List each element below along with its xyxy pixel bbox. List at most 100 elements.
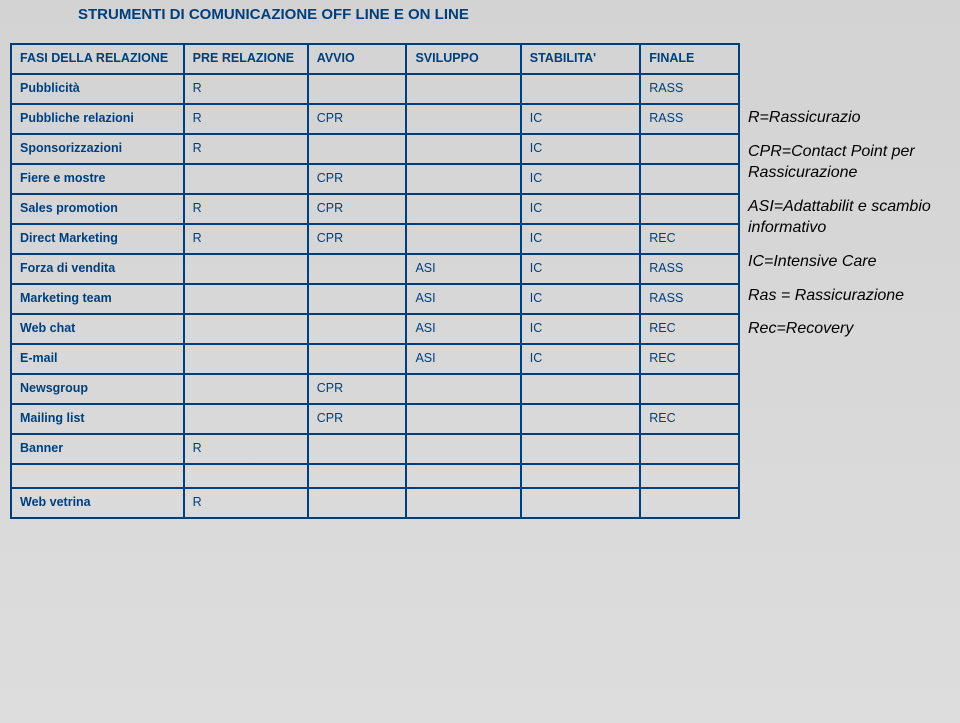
cell-stabilita: IC	[521, 314, 641, 344]
cell-sviluppo	[406, 104, 520, 134]
cell-avvio	[308, 284, 407, 314]
cell-sviluppo	[406, 434, 520, 464]
table-row: E-mail ASIICREC	[11, 344, 739, 374]
cell-finale: RASS	[640, 254, 739, 284]
cell-finale	[640, 488, 739, 518]
table-row: Direct MarketingRCPRICREC	[11, 224, 739, 254]
row-label: Banner	[11, 434, 184, 464]
table-body: PubblicitàRRASSPubbliche relazioniRCPRIC…	[11, 74, 739, 518]
cell-avvio	[308, 254, 407, 284]
row-label: Web vetrina	[11, 488, 184, 518]
cell-pre	[184, 404, 308, 434]
legend-rec: Rec=Recovery	[748, 318, 948, 340]
legend-ic: IC=Intensive Care	[748, 251, 948, 273]
cell-finale	[640, 374, 739, 404]
legend-ras: Ras = Rassicurazione	[748, 285, 948, 307]
table-row: Sales promotionRCPRIC	[11, 194, 739, 224]
cell-avvio	[308, 134, 407, 164]
page-title: STRUMENTI DI COMUNICAZIONE OFF LINE E ON…	[0, 0, 960, 31]
row-label: Sales promotion	[11, 194, 184, 224]
cell-finale	[640, 134, 739, 164]
table-row: Forza di venditaASIICRASS	[11, 254, 739, 284]
cell-pre	[184, 314, 308, 344]
cell-avvio	[308, 434, 407, 464]
table-row: SponsorizzazioniRIC	[11, 134, 739, 164]
table-row: Mailing list CPR REC	[11, 404, 739, 434]
cell-stabilita: IC	[521, 104, 641, 134]
cell-stabilita	[521, 434, 641, 464]
cell-stabilita	[521, 74, 641, 104]
cell-finale: REC	[640, 404, 739, 434]
cell-finale: RASS	[640, 74, 739, 104]
table-row: Fiere e mostreCPRIC	[11, 164, 739, 194]
cell-finale	[640, 164, 739, 194]
spacer-cell	[11, 464, 184, 488]
table-row: Web vetrinaR	[11, 488, 739, 518]
main-layout: FASI DELLA RELAZIONE PRE RELAZIONE AVVIO…	[0, 31, 960, 519]
cell-stabilita: IC	[521, 224, 641, 254]
cell-pre: R	[184, 434, 308, 464]
spacer-cell	[521, 464, 641, 488]
cell-stabilita: IC	[521, 254, 641, 284]
header-pre: PRE RELAZIONE	[184, 44, 308, 74]
cell-stabilita: IC	[521, 344, 641, 374]
cell-pre: R	[184, 134, 308, 164]
row-label: Pubbliche relazioni	[11, 104, 184, 134]
spacer-cell	[406, 464, 520, 488]
cell-avvio: CPR	[308, 374, 407, 404]
cell-finale	[640, 434, 739, 464]
cell-stabilita: IC	[521, 284, 641, 314]
cell-finale: REC	[640, 344, 739, 374]
cell-pre	[184, 284, 308, 314]
row-label: Fiere e mostre	[11, 164, 184, 194]
table-wrap: FASI DELLA RELAZIONE PRE RELAZIONE AVVIO…	[10, 43, 740, 519]
header-fasi: FASI DELLA RELAZIONE	[11, 44, 184, 74]
cell-pre: R	[184, 74, 308, 104]
table-row: BannerR	[11, 434, 739, 464]
header-stabilita: STABILITA'	[521, 44, 641, 74]
cell-sviluppo: ASI	[406, 344, 520, 374]
cell-sviluppo	[406, 404, 520, 434]
row-label: Web chat	[11, 314, 184, 344]
cell-pre	[184, 344, 308, 374]
cell-avvio	[308, 74, 407, 104]
cell-avvio	[308, 344, 407, 374]
cell-sviluppo	[406, 134, 520, 164]
cell-finale: REC	[640, 314, 739, 344]
cell-stabilita: IC	[521, 164, 641, 194]
cell-pre	[184, 254, 308, 284]
cell-sviluppo	[406, 374, 520, 404]
legend-r: R=Rassicurazio	[748, 107, 948, 129]
cell-sviluppo: ASI	[406, 254, 520, 284]
cell-stabilita: IC	[521, 194, 641, 224]
row-label: Marketing team	[11, 284, 184, 314]
cell-finale	[640, 194, 739, 224]
cell-finale: RASS	[640, 104, 739, 134]
cell-avvio: CPR	[308, 104, 407, 134]
row-label: E-mail	[11, 344, 184, 374]
table-row: PubblicitàRRASS	[11, 74, 739, 104]
header-row: FASI DELLA RELAZIONE PRE RELAZIONE AVVIO…	[11, 44, 739, 74]
legend-asi: ASI=Adattabilit e scambio informativo	[748, 196, 948, 239]
header-finale: FINALE	[640, 44, 739, 74]
header-avvio: AVVIO	[308, 44, 407, 74]
cell-sviluppo	[406, 224, 520, 254]
cell-avvio: CPR	[308, 224, 407, 254]
cell-sviluppo	[406, 74, 520, 104]
row-label: Sponsorizzazioni	[11, 134, 184, 164]
cell-stabilita	[521, 488, 641, 518]
spacer-cell	[640, 464, 739, 488]
row-label: Newsgroup	[11, 374, 184, 404]
cell-sviluppo	[406, 488, 520, 518]
cell-avvio	[308, 488, 407, 518]
row-label: Mailing list	[11, 404, 184, 434]
cell-pre	[184, 374, 308, 404]
communication-table: FASI DELLA RELAZIONE PRE RELAZIONE AVVIO…	[10, 43, 740, 519]
table-row: Web chat ASIICREC	[11, 314, 739, 344]
table-row: Pubbliche relazioniRCPRICRASS	[11, 104, 739, 134]
cell-stabilita	[521, 404, 641, 434]
cell-finale: REC	[640, 224, 739, 254]
cell-pre: R	[184, 488, 308, 518]
cell-sviluppo: ASI	[406, 314, 520, 344]
cell-avvio: CPR	[308, 404, 407, 434]
